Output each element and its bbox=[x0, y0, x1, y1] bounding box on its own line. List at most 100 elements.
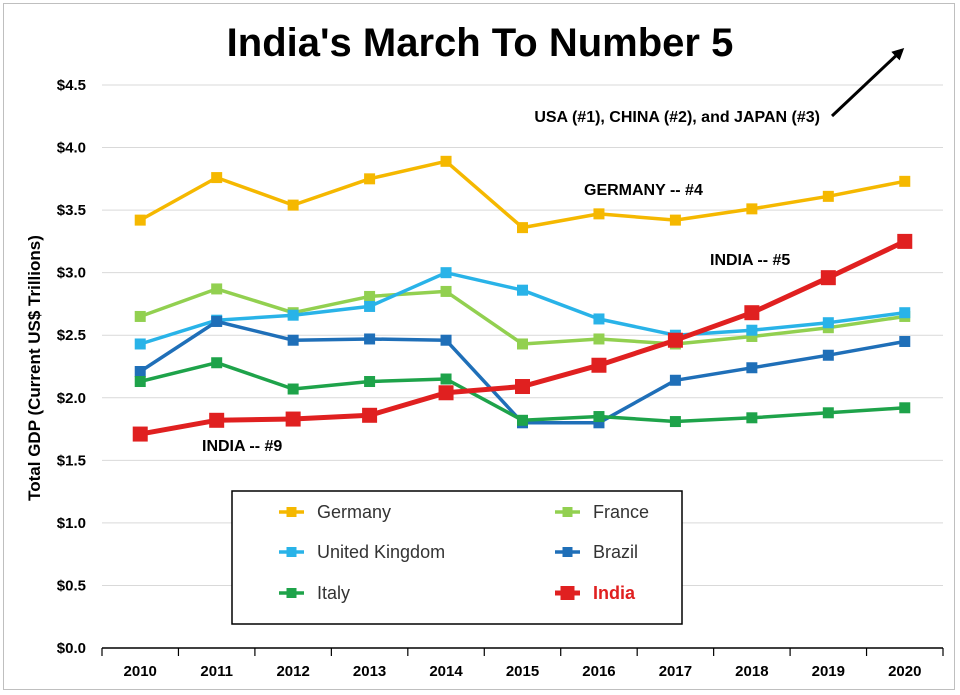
x-tick-label: 2010 bbox=[124, 663, 157, 680]
legend-swatch-marker bbox=[562, 547, 573, 557]
series-line-germany bbox=[139, 159, 906, 230]
series-line-brazil bbox=[139, 319, 906, 425]
data-point-italy bbox=[287, 383, 299, 395]
data-point-italy bbox=[899, 402, 911, 414]
data-point-united-kingdom bbox=[746, 324, 758, 336]
y-tick-label: $4.5 bbox=[57, 77, 86, 94]
legend-swatch-marker bbox=[286, 507, 297, 517]
data-point-italy bbox=[669, 416, 681, 428]
series-italy bbox=[134, 357, 911, 428]
series-lines bbox=[132, 155, 913, 442]
data-point-brazil bbox=[593, 417, 605, 429]
data-point-france bbox=[211, 283, 223, 295]
data-point-germany bbox=[746, 203, 758, 215]
data-point-brazil bbox=[822, 349, 834, 361]
data-point-india bbox=[515, 379, 530, 395]
legend-item-germany: Germany bbox=[279, 502, 391, 522]
y-tick-label: $2.5 bbox=[57, 327, 86, 344]
y-tick-labels: $0.0 $0.5 $1.0 $1.5 $2.0 $2.5 $3.0 $3.5 $4.0 $4.5 bbox=[57, 77, 86, 657]
legend-item-france: France bbox=[555, 502, 649, 522]
x-tick-label: 2019 bbox=[812, 663, 845, 680]
x-tick-label: 2011 bbox=[200, 663, 233, 680]
data-point-india bbox=[362, 407, 378, 423]
chart-frame bbox=[3, 3, 955, 690]
x-tick-label: 2020 bbox=[888, 663, 921, 680]
data-point-india bbox=[744, 305, 760, 321]
x-tick-label: 2015 bbox=[506, 663, 539, 680]
legend-label: France bbox=[593, 502, 649, 522]
data-point-italy bbox=[593, 411, 605, 423]
y-tick-label: $1.5 bbox=[57, 452, 86, 469]
data-point-germany bbox=[440, 155, 452, 167]
data-point-united-kingdom bbox=[440, 267, 452, 279]
grid-lines bbox=[101, 84, 944, 656]
data-point-france bbox=[364, 290, 376, 302]
legend-label: Brazil bbox=[593, 542, 638, 562]
legend-swatch-marker bbox=[562, 507, 573, 517]
legend-item-india: India bbox=[555, 583, 636, 603]
legend-swatch-marker bbox=[286, 547, 297, 557]
legend-item-italy: Italy bbox=[279, 583, 350, 603]
data-point-brazil bbox=[287, 334, 299, 346]
legend-swatch-marker bbox=[560, 586, 575, 600]
data-point-germany bbox=[517, 222, 528, 234]
legend: Germany France United Kingdom Brazil Italy In… bbox=[279, 502, 649, 603]
data-point-italy bbox=[822, 407, 834, 419]
data-point-germany bbox=[669, 214, 681, 226]
data-point-brazil bbox=[364, 333, 376, 345]
data-point-united-kingdom bbox=[364, 300, 376, 312]
data-point-germany bbox=[822, 190, 834, 202]
legend-label: India bbox=[593, 583, 636, 603]
x-tick-labels: 2010 2011 2012 2013 2014 2015 2016 2017 2018 2019… bbox=[124, 663, 922, 680]
data-point-italy bbox=[211, 357, 223, 369]
data-point-united-kingdom bbox=[899, 307, 911, 319]
x-tick-label: 2012 bbox=[276, 663, 309, 680]
series-line-india bbox=[139, 239, 906, 437]
legend-swatch-marker bbox=[286, 588, 297, 598]
data-point-united-kingdom bbox=[593, 313, 605, 325]
data-point-brazil bbox=[211, 315, 223, 327]
data-point-germany bbox=[364, 173, 376, 185]
data-point-italy bbox=[134, 376, 146, 388]
legend-label: Italy bbox=[317, 583, 350, 603]
y-tick-label: $3.5 bbox=[57, 202, 86, 219]
data-point-germany bbox=[593, 208, 605, 220]
data-point-brazil bbox=[669, 374, 681, 386]
legend-item-brazil: Brazil bbox=[555, 542, 638, 562]
annotation-arrow bbox=[830, 47, 905, 118]
legend-label: United Kingdom bbox=[317, 542, 445, 562]
data-point-united-kingdom bbox=[287, 309, 299, 321]
x-tick-label: 2018 bbox=[735, 663, 768, 680]
y-axis-label: Total GDP (Current US$ Trillions) bbox=[25, 235, 44, 501]
data-point-brazil bbox=[746, 362, 758, 374]
legend-label: Germany bbox=[317, 502, 391, 522]
data-point-germany bbox=[211, 172, 223, 184]
x-tick-label: 2014 bbox=[429, 663, 463, 680]
annotation-top-three: USA (#1), CHINA (#2), and JAPAN (#3) bbox=[534, 109, 820, 126]
y-tick-label: $3.0 bbox=[57, 265, 86, 282]
data-point-india bbox=[591, 357, 607, 373]
data-point-brazil bbox=[440, 334, 452, 346]
data-point-germany bbox=[134, 214, 146, 226]
data-point-united-kingdom bbox=[134, 338, 146, 350]
y-tick-label: $4.0 bbox=[57, 140, 86, 157]
y-tick-label: $2.0 bbox=[57, 390, 86, 407]
series-germany bbox=[134, 155, 911, 234]
annotation-india-5: INDIA -- #5 bbox=[710, 252, 790, 269]
data-point-germany bbox=[287, 199, 299, 211]
data-point-france bbox=[134, 310, 146, 322]
x-tick-label: 2016 bbox=[582, 663, 615, 680]
data-point-italy bbox=[746, 412, 758, 424]
series-india bbox=[132, 233, 913, 442]
data-point-france bbox=[593, 333, 605, 345]
data-point-italy bbox=[517, 414, 528, 426]
data-point-india bbox=[132, 426, 148, 442]
data-point-india bbox=[438, 385, 454, 401]
data-point-india bbox=[285, 411, 301, 427]
y-tick-label: $0.0 bbox=[57, 640, 86, 657]
data-point-france bbox=[517, 338, 528, 350]
data-point-france bbox=[440, 285, 452, 297]
x-tick-label: 2017 bbox=[659, 663, 692, 680]
legend-box bbox=[231, 490, 683, 625]
